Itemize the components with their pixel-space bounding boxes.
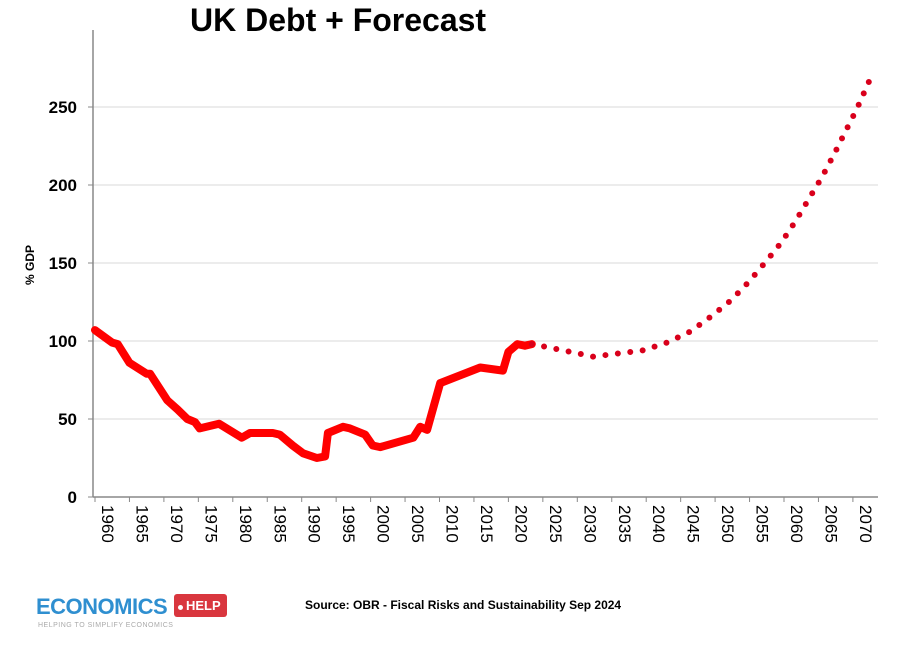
x-tick-label: 2010 (443, 505, 462, 543)
x-tick-label: 2005 (408, 505, 427, 543)
logo-word: ECONOMICS (36, 594, 168, 619)
y-tick-label: 0 (68, 488, 77, 507)
logo-subtitle: HELPING TO SIMPLIFY ECONOMICS (38, 622, 174, 629)
x-tick-label: 2030 (580, 505, 599, 543)
x-tick-label: 1970 (167, 505, 186, 543)
x-tick-label: 2055 (753, 505, 772, 543)
x-tick-label: 2035 (615, 505, 634, 543)
x-tick-label: 2045 (684, 505, 703, 543)
series-historical-line (91, 326, 536, 462)
y-axis-label: % GDP (23, 245, 37, 285)
x-tick-label: 2020 (511, 505, 530, 543)
x-tick-label: 2040 (649, 505, 668, 543)
x-tick-label: 2060 (787, 505, 806, 543)
x-tick-label: 1975 (201, 505, 220, 543)
x-tick-label: 2000 (374, 505, 393, 543)
x-tick-label: 1990 (305, 505, 324, 543)
x-tick-label: 2070 (856, 505, 875, 543)
x-tick-label: 1965 (132, 505, 151, 543)
y-tick-label: 200 (49, 176, 77, 195)
x-tick-label: 2050 (718, 505, 737, 543)
y-tick-label: 50 (58, 410, 77, 429)
y-tick-label: 250 (49, 98, 77, 117)
x-tick-label: 1985 (270, 505, 289, 543)
x-tick-label: 1995 (339, 505, 358, 543)
logo-tag: HELP (174, 594, 227, 617)
economics-help-logo: ECONOMICS HELP HELPING TO SIMPLIFY ECONO… (36, 592, 227, 636)
chart-title: UK Debt + Forecast (190, 2, 487, 38)
x-tick-label: 2015 (477, 505, 496, 543)
x-tick-label: 1980 (236, 505, 255, 543)
series-forecast-line (528, 69, 876, 360)
x-tick-label: 2025 (546, 505, 565, 543)
x-tick-label: 2065 (821, 505, 840, 543)
x-tick-label: 1960 (98, 505, 117, 543)
y-tick-label: 150 (49, 254, 77, 273)
y-tick-label: 100 (49, 332, 77, 351)
source-note: Source: OBR - Fiscal Risks and Sustainab… (305, 598, 622, 612)
